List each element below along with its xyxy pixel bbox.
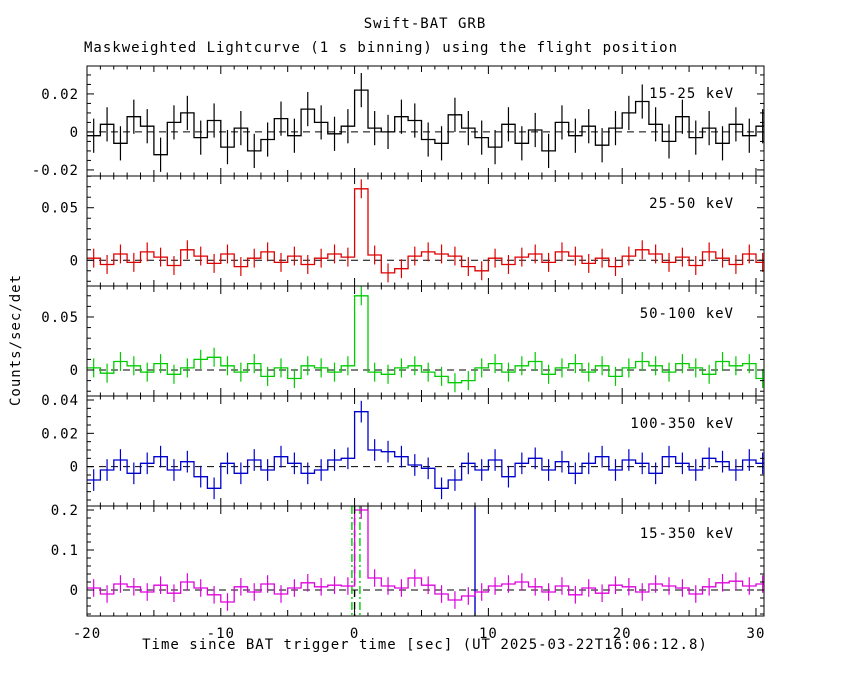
y-ticks bbox=[87, 74, 764, 171]
energy-band-label: 50-100 keV bbox=[640, 306, 734, 322]
x-ticks bbox=[86, 286, 757, 396]
y-ticks bbox=[87, 509, 764, 615]
x-ticks bbox=[86, 176, 757, 286]
x-tick-label: -20 bbox=[73, 626, 101, 642]
y-tick-label: 0.05 bbox=[41, 310, 79, 326]
energy-band-label: 100-350 keV bbox=[630, 416, 734, 432]
energy-band-label: 25-50 keV bbox=[649, 196, 734, 212]
panel-15-350-kev bbox=[87, 506, 764, 616]
y-tick-label: 0 bbox=[70, 125, 79, 141]
y-tick-label: 0.02 bbox=[41, 426, 79, 442]
x-tick-label: 20 bbox=[613, 626, 632, 642]
error-bars bbox=[93, 73, 764, 172]
y-tick-label: 0.2 bbox=[51, 503, 79, 519]
panel-25-50-kev bbox=[87, 179, 764, 283]
y-tick-label: 0 bbox=[70, 253, 79, 269]
error-bars bbox=[93, 506, 764, 611]
y-tick-label: 0 bbox=[70, 363, 79, 379]
y-tick-label: 0.02 bbox=[41, 87, 79, 103]
panel-frame bbox=[86, 175, 765, 287]
x-tick-label: -10 bbox=[207, 626, 235, 642]
error-bars bbox=[93, 179, 764, 283]
y-tick-label: 0.1 bbox=[51, 543, 79, 559]
y-ticks bbox=[87, 399, 764, 501]
energy-band-label: 15-25 keV bbox=[649, 86, 734, 102]
x-tick-label: 30 bbox=[747, 626, 766, 642]
panel-frame bbox=[86, 395, 765, 507]
x-ticks bbox=[86, 66, 757, 176]
y-ticks bbox=[87, 175, 764, 282]
error-bars bbox=[93, 400, 764, 500]
y-tick-label: 0 bbox=[70, 583, 79, 599]
panel-frame bbox=[86, 505, 765, 617]
x-ticks bbox=[86, 506, 757, 616]
panel-15-25-kev bbox=[87, 73, 764, 172]
chart-subtitle: Maskweighted Lightcurve (1 s binning) us… bbox=[84, 40, 679, 56]
panel-frame bbox=[86, 285, 765, 397]
y-ticks bbox=[87, 295, 764, 392]
x-tick-label: 0 bbox=[350, 626, 359, 642]
step-curve bbox=[87, 509, 764, 603]
panel-frame bbox=[86, 65, 765, 177]
panel-100-350-kev bbox=[87, 400, 764, 500]
y-tick-label: 0.05 bbox=[41, 201, 79, 217]
y-tick-label: 0.04 bbox=[41, 393, 79, 409]
x-tick-label: 10 bbox=[479, 626, 498, 642]
energy-band-label: 15-350 keV bbox=[640, 526, 734, 542]
x-axis-label: Time since BAT trigger time [sec] (UT 20… bbox=[142, 637, 708, 653]
error-bars bbox=[93, 286, 764, 393]
y-tick-label: 0 bbox=[70, 460, 79, 476]
chart-title: Swift-BAT GRB bbox=[363, 16, 487, 32]
panel-50-100-kev bbox=[87, 286, 764, 393]
y-tick-label: -0.02 bbox=[32, 163, 79, 179]
